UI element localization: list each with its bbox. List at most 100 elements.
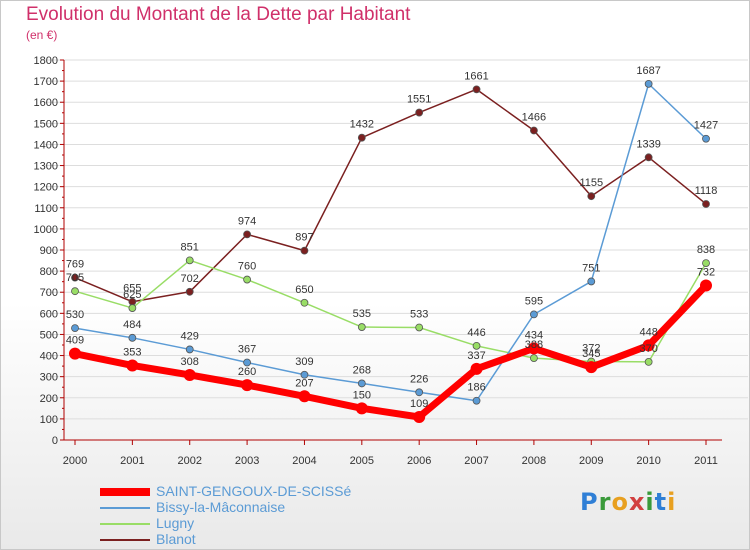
data-point [243, 230, 251, 239]
y-tick-label: 600 [40, 308, 58, 320]
data-label: 702 [181, 273, 199, 285]
data-label: 372 [582, 342, 600, 354]
data-label: 650 [295, 284, 313, 296]
data-point [415, 323, 424, 332]
data-point [472, 85, 481, 94]
data-label: 370 [639, 343, 657, 355]
data-point [241, 379, 254, 392]
data-label: 1551 [407, 94, 431, 106]
data-point [702, 200, 710, 208]
x-tick-labels: 2000 2001 2002 2003 2004 2005 2006 2007 2008 2009… [63, 455, 718, 467]
x-tick-label: 2011 [694, 455, 718, 467]
logo-letter: t [654, 488, 668, 516]
y-tick-label: 900 [40, 245, 58, 257]
logo-letter: o [611, 488, 629, 516]
x-tick-label: 2003 [235, 455, 259, 467]
data-label: 533 [410, 308, 428, 320]
legend-item: Lugny [100, 515, 430, 532]
data-point [300, 246, 309, 255]
logo-letter: r [598, 488, 612, 516]
data-point [472, 396, 481, 405]
data-label: 751 [582, 262, 600, 274]
data-label: 851 [181, 241, 199, 253]
data-point [183, 368, 196, 381]
data-point [527, 342, 540, 355]
data-label: 226 [410, 373, 428, 385]
data-point [644, 357, 653, 366]
data-label: 186 [467, 382, 485, 394]
data-label: 260 [238, 366, 256, 378]
data-label: 345 [582, 348, 600, 360]
y-tick-label: 1700 [34, 76, 58, 88]
data-point [355, 402, 368, 415]
y-tick-label: 1400 [34, 139, 58, 151]
axes [60, 59, 722, 445]
y-tick-label: 100 [40, 414, 58, 426]
data-point [71, 287, 79, 296]
y-tick-label: 1500 [34, 118, 58, 130]
logo-letter: i [645, 488, 655, 516]
y-tick-label: 200 [40, 393, 58, 405]
data-label: 309 [295, 356, 313, 368]
y-tick-label: 400 [40, 351, 58, 363]
data-point [530, 354, 538, 362]
grid-lines [45, 59, 748, 420]
x-tick-label: 2002 [177, 455, 201, 467]
series-line-2 [74, 259, 707, 363]
logo-letter: x [628, 488, 646, 516]
legend-label: Bissy-la-Mâconnaise [156, 499, 286, 515]
data-point [185, 256, 194, 265]
data-label: 625 [123, 289, 141, 301]
data-point [185, 287, 194, 296]
data-point [530, 126, 538, 135]
y-tick-label: 1800 [34, 55, 58, 67]
data-point [71, 273, 79, 282]
data-point [415, 108, 424, 117]
data-label: 595 [525, 295, 543, 307]
data-label: 268 [353, 364, 371, 376]
data-label: 429 [181, 330, 199, 342]
legend-item: Blanot [100, 531, 430, 548]
data-point [357, 323, 366, 331]
data-label: 484 [123, 319, 141, 331]
legend-label: SAINT-GENGOUX-DE-SCISSé [156, 483, 352, 499]
data-point [300, 370, 309, 379]
y-tick-label: 700 [40, 287, 58, 299]
data-point [702, 259, 710, 267]
data-point [470, 362, 483, 375]
y-tick-label: 1200 [34, 182, 58, 194]
x-tick-label: 2010 [636, 455, 660, 467]
data-label: 530 [66, 309, 84, 321]
data-point [71, 324, 79, 333]
data-label: 109 [410, 398, 428, 410]
logo-letter: i [667, 488, 677, 516]
data-point [357, 379, 366, 388]
chart-title: Evolution du Montant de la Dette par Hab… [26, 4, 411, 25]
data-point [644, 153, 653, 162]
data-point [128, 304, 137, 312]
data-label: 353 [123, 346, 141, 358]
data-point [700, 279, 712, 292]
data-point [415, 388, 424, 397]
data-point [702, 134, 710, 143]
logo-letter: P [580, 488, 599, 516]
data-point [185, 345, 194, 354]
series-line-1 [74, 83, 707, 402]
data-point [585, 361, 598, 374]
data-label: 409 [66, 335, 84, 347]
x-tick-label: 2008 [522, 455, 546, 467]
data-label: 1432 [350, 119, 374, 131]
data-point [642, 339, 655, 352]
data-label: 1687 [636, 65, 660, 77]
data-point [126, 359, 139, 372]
y-tick-label: 1100 [34, 203, 58, 215]
data-label: 1661 [464, 70, 488, 82]
series-lines [69, 79, 712, 423]
x-tick-label: 2007 [464, 455, 488, 467]
data-label: 367 [238, 344, 256, 356]
x-tick-label: 2004 [292, 455, 316, 467]
data-label: 1339 [636, 138, 660, 150]
legend-swatch [100, 523, 150, 525]
data-label: 1118 [695, 185, 718, 197]
